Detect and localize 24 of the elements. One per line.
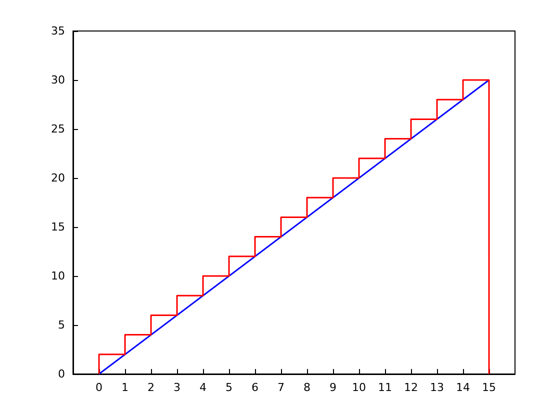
x-tick-label: 8 [304, 381, 310, 394]
x-tick-label: 11 [378, 381, 392, 394]
x-tick-label: 15 [482, 381, 496, 394]
y-tick-label: 20 [51, 172, 65, 184]
x-tick-label: 3 [174, 381, 180, 394]
x-tick-label: 0 [96, 381, 102, 394]
x-tick-label: 9 [330, 381, 336, 394]
x-tick-label: 7 [278, 381, 284, 394]
x-tick-label: 10 [352, 381, 366, 394]
y-tick-label: 15 [51, 220, 65, 234]
y-tick-label: 35 [51, 24, 65, 38]
y-tick-label: 10 [51, 270, 65, 282]
x-tick-label: 1 [122, 381, 128, 394]
x-tick-label: 12 [404, 381, 418, 394]
x-tick-label: 4 [200, 381, 206, 394]
x-tick-label: 13 [430, 381, 444, 394]
y-tick-label: 0 [58, 368, 65, 380]
y-tick-label: 5 [58, 318, 65, 332]
x-tick-label: 5 [226, 381, 232, 394]
x-tick-label: 14 [456, 381, 470, 394]
x-tick-label: 2 [148, 381, 154, 394]
x-tick-label: 6 [252, 381, 258, 394]
y-tick-label: 30 [51, 74, 65, 86]
y-tick-label: 25 [51, 122, 65, 136]
